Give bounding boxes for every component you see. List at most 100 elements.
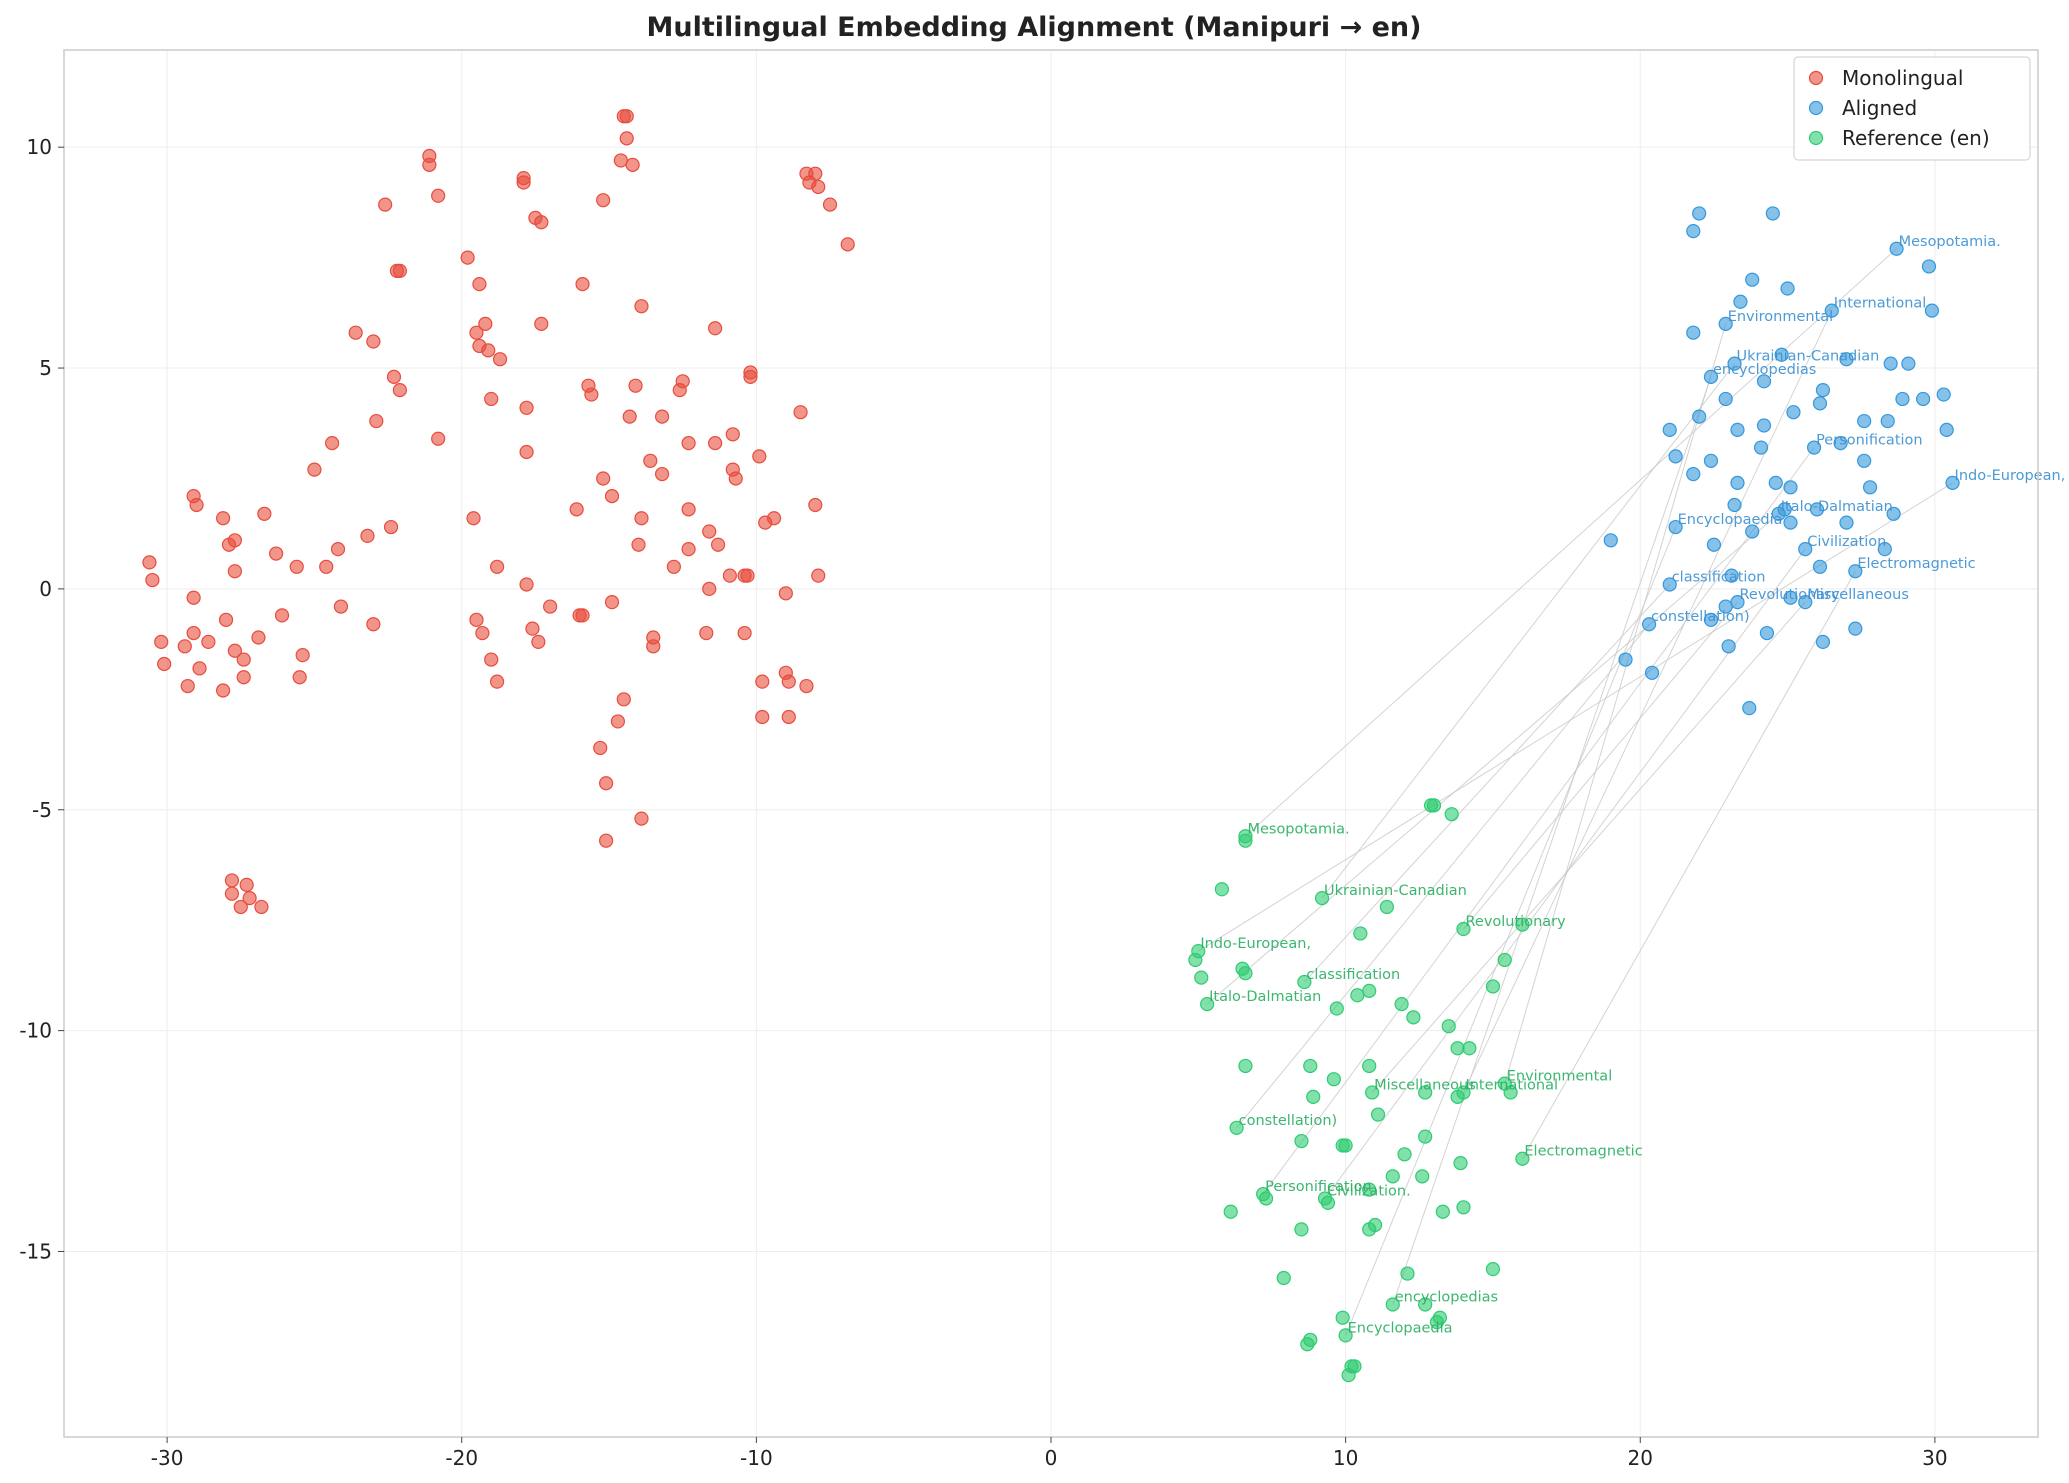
- monolingual-point: [534, 316, 549, 331]
- aligned-point: [1809, 502, 1825, 517]
- aligned-point: [1706, 537, 1722, 552]
- monolingual-point: [383, 519, 399, 535]
- aligned-point: [1721, 639, 1736, 654]
- monolingual-point: [236, 670, 251, 685]
- monolingual-point: [224, 886, 240, 901]
- aligned-point-label: International: [1834, 296, 1927, 312]
- monolingual-point: [593, 740, 608, 756]
- monolingual-point: [189, 497, 204, 513]
- monolingual-point: [793, 405, 808, 420]
- reference-point: [1362, 1058, 1377, 1074]
- reference-point: [1229, 1120, 1244, 1135]
- reference-point: [1406, 1010, 1421, 1025]
- monolingual-point: [575, 608, 590, 623]
- monolingual-point: [808, 497, 823, 513]
- monolingual-point: [254, 899, 269, 915]
- aligned-point: [1753, 440, 1769, 455]
- monolingual-point: [728, 471, 743, 486]
- reference-point: [1338, 1328, 1353, 1343]
- aligned-point: [1783, 480, 1798, 495]
- aligned-point: [1686, 466, 1701, 482]
- aligned-point: [1945, 475, 1960, 490]
- monolingual-point: [840, 237, 855, 252]
- connection-lines: [1198, 248, 1953, 1336]
- monolingual-point: [708, 321, 723, 336]
- axis-ticks: -30 -20 -10 0 10 20 30 10 5 0 -5 -10 -15: [19, 135, 1947, 1470]
- reference-point-label: Miscellaneous: [1374, 1077, 1476, 1093]
- data-points: [142, 109, 1960, 1383]
- legend-marker: [1808, 100, 1824, 116]
- aligned-point-label: Electromagnetic: [1857, 556, 1975, 572]
- y-tick-label: 10: [27, 135, 52, 159]
- y-tick-label: 0: [39, 577, 52, 601]
- legend-marker: [1808, 130, 1824, 146]
- reference-point-label: Environmental: [1507, 1069, 1613, 1085]
- alignment-connection-line: [1504, 323, 1727, 1084]
- monolingual-point: [466, 511, 481, 526]
- alignment-connection-line: [1236, 623, 1650, 1129]
- monolingual-point: [575, 277, 590, 292]
- aligned-point-label: Personification: [1816, 433, 1923, 449]
- monolingual-point: [646, 630, 661, 645]
- aligned-point: [1727, 356, 1742, 371]
- reference-point-label: Italo-Dalmatian: [1209, 989, 1321, 1005]
- aligned-point: [1686, 325, 1701, 340]
- monolingual-point: [186, 625, 201, 641]
- monolingual-point: [710, 537, 726, 552]
- aligned-point: [1644, 665, 1660, 680]
- monolingual-point: [469, 325, 484, 340]
- aligned-point: [1774, 347, 1789, 362]
- reference-point: [1456, 1200, 1471, 1215]
- aligned-point-label: constellation): [1651, 609, 1750, 625]
- alignment-connection-line: [1521, 570, 1856, 1159]
- reference-point: [1497, 952, 1512, 968]
- y-tick-label: -5: [32, 798, 52, 822]
- aligned-point: [1703, 453, 1719, 468]
- monolingual-point: [484, 391, 499, 407]
- monolingual-point: [239, 877, 254, 892]
- reference-point: [1238, 833, 1253, 848]
- aligned-point: [1857, 453, 1872, 468]
- reference-point: [1456, 921, 1471, 937]
- monolingual-point: [481, 343, 496, 358]
- monolingual-point: [622, 409, 637, 424]
- aligned-point-label: Mesopotamia.: [1899, 234, 2001, 250]
- reference-point: [1450, 1089, 1465, 1104]
- reference-point: [1397, 1147, 1412, 1162]
- reference-point: [1335, 1310, 1350, 1325]
- reference-point: [1306, 1089, 1321, 1104]
- monolingual-point: [634, 299, 649, 314]
- y-tick-label: 5: [39, 356, 52, 380]
- aligned-point: [1692, 206, 1707, 221]
- reference-point: [1188, 952, 1203, 968]
- alignment-connection-line: [1392, 376, 1712, 1305]
- monolingual-point: [543, 599, 558, 614]
- reference-point: [1294, 1222, 1309, 1237]
- reference-point: [1362, 1222, 1377, 1237]
- aligned-point: [1895, 391, 1910, 407]
- reference-point: [1426, 798, 1442, 813]
- aligned-point: [1833, 436, 1848, 451]
- reference-point: [1385, 1169, 1400, 1184]
- reference-point-label: Personification: [1265, 1179, 1372, 1195]
- monolingual-point: [778, 586, 793, 601]
- aligned-point-label: Ukrainian-Canadian: [1737, 349, 1880, 365]
- reference-point: [1314, 891, 1330, 906]
- reference-point: [1238, 1058, 1253, 1074]
- aligned-point: [1921, 259, 1937, 274]
- aligned-point: [1765, 206, 1780, 221]
- aligned-point-label: Revolutionary: [1739, 587, 1840, 603]
- monolingual-point: [490, 674, 505, 689]
- reference-point: [1303, 1058, 1318, 1074]
- monolingual-point: [596, 193, 611, 208]
- monolingual-point: [519, 444, 534, 460]
- monolingual-point: [634, 511, 649, 526]
- monolingual-point: [157, 656, 172, 672]
- aligned-point: [1798, 542, 1813, 557]
- aligned-point: [1815, 383, 1831, 398]
- monolingual-point: [366, 617, 381, 632]
- grid: [64, 50, 2038, 1437]
- monolingual-point: [392, 383, 407, 398]
- reference-point: [1503, 1085, 1518, 1100]
